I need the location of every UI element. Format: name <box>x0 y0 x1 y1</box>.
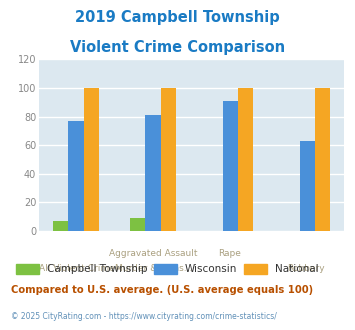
Bar <box>130 218 146 231</box>
Bar <box>223 101 238 231</box>
Bar <box>146 115 161 231</box>
Text: Aggravated Assault: Aggravated Assault <box>109 249 198 258</box>
Bar <box>84 88 99 231</box>
Bar <box>69 121 84 231</box>
Text: Murder & Mans...: Murder & Mans... <box>115 264 192 273</box>
Text: Robbery: Robbery <box>288 264 325 273</box>
Text: Violent Crime Comparison: Violent Crime Comparison <box>70 40 285 54</box>
Text: Rape: Rape <box>218 249 241 258</box>
Bar <box>161 88 176 231</box>
Text: © 2025 CityRating.com - https://www.cityrating.com/crime-statistics/: © 2025 CityRating.com - https://www.city… <box>11 312 277 321</box>
Text: Compared to U.S. average. (U.S. average equals 100): Compared to U.S. average. (U.S. average … <box>11 285 313 295</box>
Bar <box>300 141 315 231</box>
Bar <box>238 88 253 231</box>
Bar <box>53 221 69 231</box>
Bar <box>315 88 331 231</box>
Legend: Campbell Township, Wisconsin, National: Campbell Township, Wisconsin, National <box>16 264 318 275</box>
Text: All Violent Crime: All Violent Crime <box>39 264 115 273</box>
Text: 2019 Campbell Township: 2019 Campbell Township <box>75 10 280 25</box>
